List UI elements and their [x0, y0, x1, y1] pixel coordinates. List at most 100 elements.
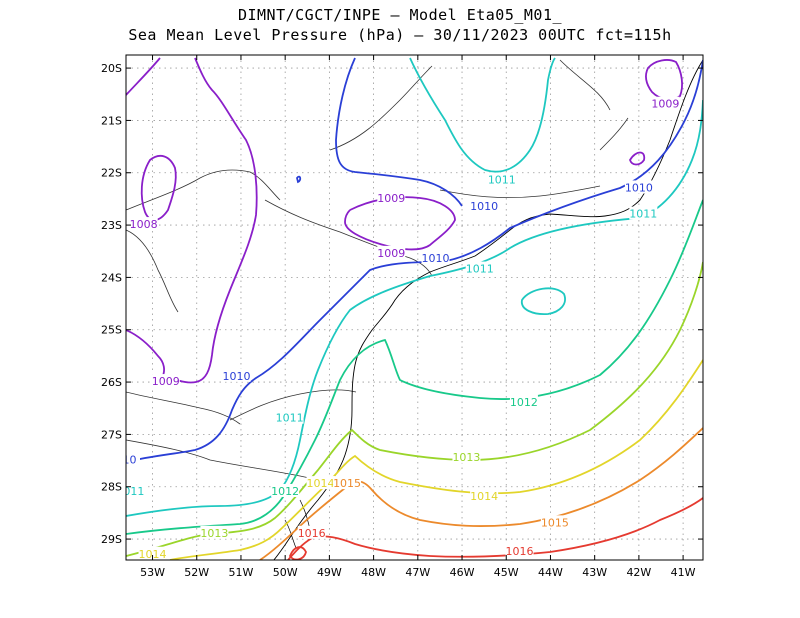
contour-label: 1009: [377, 247, 405, 260]
lon-tick-label: 44W: [538, 566, 563, 579]
contour-label-bg: [470, 198, 499, 212]
contour-label: 1012: [271, 485, 299, 498]
isobar-1009-small: [629, 151, 646, 166]
contour-label: 1016: [506, 545, 534, 558]
border-es-mg: [599, 117, 629, 151]
lon-tick-label: 52W: [184, 566, 209, 579]
isobar-1011-north: [409, 57, 556, 173]
contour-label-bg: [651, 96, 680, 110]
contour-label: 1011: [276, 412, 304, 425]
contour-label-bg: [452, 449, 481, 463]
isobar-1011-ring: [521, 287, 566, 315]
lon-tick-label: 43W: [582, 566, 607, 579]
contour-label: 1016: [298, 527, 326, 540]
contour-label: 1010: [422, 252, 450, 265]
isobar-1009-west: [126, 57, 161, 96]
lon-tick-label: 48W: [361, 566, 386, 579]
contour-label: 1015: [541, 516, 569, 529]
lat-tick-label: 21S: [101, 114, 122, 127]
contour-label-bg: [470, 489, 499, 503]
lat-tick-label: 23S: [101, 219, 122, 232]
lat-tick-label: 24S: [101, 271, 122, 284]
isobar-1015: [259, 427, 703, 560]
border-mg-rj: [439, 185, 601, 199]
isobar-1016-small: [288, 546, 307, 560]
lat-tick-label: 26S: [101, 376, 122, 389]
contour-label-bg: [151, 374, 180, 388]
contour-label: 1009: [152, 375, 180, 388]
border-ms-pr: [126, 169, 281, 211]
isobar-1009-nw: [165, 57, 258, 384]
lon-tick-label: 53W: [140, 566, 165, 579]
contour-label: 1015: [333, 477, 361, 490]
lon-tick-label: 42W: [626, 566, 651, 579]
contour-label-bg: [629, 206, 658, 220]
contour-label-bg: [421, 251, 450, 265]
lon-tick-label: 51W: [229, 566, 254, 579]
contour-label: 1014: [470, 490, 498, 503]
isobar-1010-main: [126, 59, 703, 463]
contour-label-bg: [126, 452, 140, 466]
contour-label: 1011: [488, 174, 516, 187]
contour-label-bg: [333, 476, 362, 490]
border-argentina: [126, 391, 241, 425]
isobar-1008: [140, 154, 177, 221]
lat-tick-label: 20S: [101, 62, 122, 75]
border-paraguay: [126, 229, 179, 313]
isobar-1014: [169, 359, 703, 560]
contour-label: 1012: [510, 396, 538, 409]
contour-label: 1014: [307, 477, 335, 490]
contour-label-bg: [540, 515, 569, 529]
contour-label-bg: [377, 190, 406, 204]
contour-label: 1013: [200, 527, 228, 540]
contour-label-bg: [465, 261, 494, 275]
contour-label: 1011: [116, 485, 144, 498]
lat-tick-label: 27S: [101, 428, 122, 441]
contour-label: 1010: [625, 181, 653, 194]
lon-tick-label: 45W: [494, 566, 519, 579]
longitude-axis: 53W 52W 51W 50W 49W 48W 47W 46W 45W 44W 43W 42W 41W: [140, 55, 696, 579]
contour-label: 1011: [629, 208, 657, 221]
lat-tick-label: 22S: [101, 167, 122, 180]
map-title-line-1: DIMNT/CGCT/INPE — Model Eta05_M01_: [237, 6, 563, 24]
isobar-1010-dot: [296, 175, 302, 184]
contour-label: 010: [116, 454, 137, 467]
contour-label: 1008: [130, 218, 158, 231]
contour-label-bg: [509, 395, 538, 409]
isobar-1012: [126, 199, 703, 535]
contour-label: 1014: [139, 548, 167, 561]
isobar-1009-center: [344, 196, 456, 251]
contour-label: 1010: [223, 370, 251, 383]
contour-label-bg: [487, 172, 516, 186]
lon-tick-label: 49W: [317, 566, 342, 579]
isobar-1009-ne: [645, 59, 683, 101]
lon-tick-label: 50W: [273, 566, 298, 579]
map-frame: [125, 54, 704, 561]
lat-tick-label: 28S: [101, 481, 122, 494]
isobar-1013: [126, 261, 703, 557]
map-background: [126, 55, 703, 560]
contour-label-bg: [505, 544, 534, 558]
lat-tick-label: 29S: [101, 533, 122, 546]
contour-label-bg: [624, 180, 653, 194]
contour-label: 1009: [377, 192, 405, 205]
contour-label-bg: [222, 368, 251, 382]
contour-labels: 1008 1009 1009 1009 1009 1010 1010 1010 1010 010 1…: [116, 96, 680, 561]
border-pr-sp: [264, 199, 433, 277]
latitude-axis: 20S 21S 22S 23S 24S 25S 26S 27S 28S 29S: [101, 62, 703, 546]
border-pr-sc: [229, 389, 357, 421]
contour-label-bg: [200, 525, 229, 539]
contour-label-bg: [138, 546, 167, 560]
map-title-line-2: Sea Mean Level Pressure (hPa) — 30/11/20…: [128, 26, 672, 44]
isobar-1009-sw: [126, 329, 165, 379]
contour-label-bg: [275, 410, 304, 424]
lon-tick-label: 46W: [450, 566, 475, 579]
isobar-1010-north: [335, 57, 463, 207]
lon-tick-label: 41W: [671, 566, 696, 579]
lon-tick-label: 47W: [405, 566, 430, 579]
contour-label-bg: [271, 483, 300, 497]
contour-label: 1010: [470, 200, 498, 213]
contour-label: 1011: [466, 263, 494, 276]
contour-label-bg: [297, 525, 326, 539]
